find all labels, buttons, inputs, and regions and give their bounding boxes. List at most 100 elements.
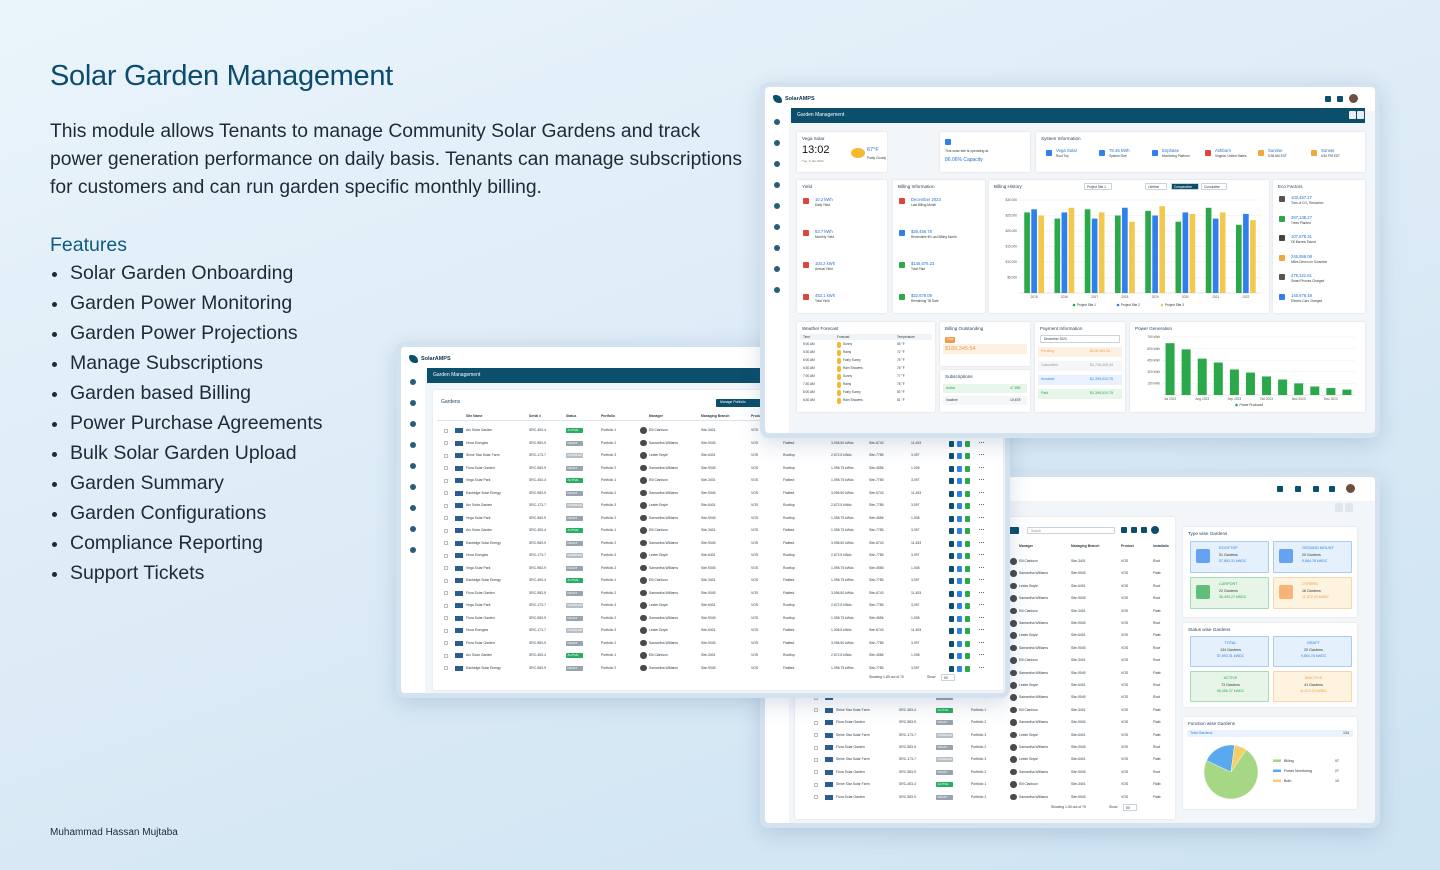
filter-label: Cumulative — [1204, 184, 1220, 189]
cell: Portfolio 3 — [601, 603, 617, 607]
status-badge: DRAFT — [936, 720, 953, 726]
site-thumb — [455, 615, 463, 621]
cell: Arc Solar Garden — [466, 528, 493, 532]
legend-swatch — [1273, 759, 1281, 762]
cell: SRC-983-9 — [529, 615, 546, 620]
status-badge: DRAFT — [936, 794, 953, 800]
filter-label: Project Site 1 — [1087, 184, 1106, 189]
system-value: 78.45 kWh — [1109, 148, 1130, 153]
cell: Lester Boyle — [649, 453, 668, 457]
view-toggle — [1349, 111, 1356, 119]
manager-avatar — [640, 627, 647, 634]
card-title: System Information — [1041, 136, 1081, 141]
icon — [965, 665, 970, 672]
table-head — [800, 334, 932, 340]
cell: Site-3401 — [1071, 658, 1086, 663]
status-label: ACTIVE — [567, 528, 579, 532]
item-label: Last Billing Month — [911, 203, 937, 207]
checkbox — [814, 757, 818, 762]
status-badge: DISABLED — [936, 732, 953, 738]
filter[interactable]: Project Site 1 — [1084, 183, 1112, 190]
cell: 11,453 — [911, 490, 922, 495]
icon — [1258, 150, 1264, 156]
cell: Lester Boyle — [649, 628, 668, 632]
cell: Site-3401 — [701, 478, 716, 482]
column-header: Manager — [1019, 543, 1033, 548]
bar — [1342, 389, 1352, 395]
cell: Site-6743 — [869, 628, 884, 632]
cell: Arc Solar Garden — [466, 653, 493, 657]
avatar — [1349, 94, 1358, 103]
filter[interactable]: Comparative — [1171, 183, 1199, 190]
status-label: DISABLED — [567, 603, 583, 607]
status-label: DISABLED — [937, 757, 953, 762]
month-select[interactable]: December 2023 — [1040, 335, 1120, 343]
checkbox — [444, 591, 448, 595]
cell: Hova Energies — [466, 628, 489, 632]
cell: 1,098.75 kWdc — [831, 615, 854, 620]
item-label: Remaining Till Date — [911, 299, 939, 303]
cell: Site-6743 — [869, 440, 884, 445]
cell: Portfolio 3 — [601, 453, 617, 457]
page-size[interactable]: 50 — [941, 674, 955, 681]
cell: Flora Solar Garden — [466, 640, 495, 645]
filter[interactable]: Cumulative — [1201, 183, 1227, 190]
site-thumb — [825, 732, 833, 738]
weather-cell: 81 °F — [897, 397, 905, 402]
item-value: 145,678.48 — [1291, 292, 1312, 298]
weather-cell: 75 °F — [897, 357, 905, 362]
weather-cell: 76 °F — [897, 365, 905, 370]
power-card: Power Generation 150 kWh 300 kWh 450 kWh 600… — [1130, 322, 1365, 412]
y-tick-label: 750 kWh — [1147, 335, 1160, 339]
status-badge: ACTIVE — [566, 428, 583, 433]
cell: Site-6401 — [1071, 583, 1086, 588]
column-header: Temperature — [897, 334, 915, 339]
checkbox — [444, 553, 448, 558]
icon — [949, 528, 954, 534]
icon — [774, 287, 780, 293]
bar — [1068, 207, 1075, 293]
cell: Roof — [1153, 658, 1161, 663]
row-menu — [979, 566, 984, 569]
cell: VOS — [1121, 707, 1129, 712]
cell: Shine Star Solar Farm — [836, 707, 870, 712]
search-box[interactable]: Search — [1027, 527, 1115, 534]
billing-history-card: Billing History Project Site 1 Lifetime Com… — [989, 180, 1269, 313]
y-tick-label: 150 kWh — [1147, 382, 1160, 386]
checkbox — [444, 666, 448, 670]
icon — [803, 230, 809, 236]
item-label: Tons of CO₂ Reduction — [1291, 201, 1324, 205]
cell: VOS — [1121, 633, 1129, 638]
avatar — [1346, 484, 1355, 493]
filter[interactable]: Lifetime — [1145, 183, 1167, 190]
item-label: Daily Yield — [815, 203, 830, 207]
item-value: $28,456.78 — [911, 229, 932, 234]
icon — [957, 528, 962, 534]
checkbox — [444, 491, 448, 495]
status-badge: ACTIVE — [936, 782, 953, 788]
weather-cell: Rain Showers — [843, 397, 863, 402]
bullet — [52, 392, 57, 397]
type-card: Type wise Gardens ROOFTOP 51 Gardens 57,893… — [1183, 527, 1357, 617]
cell: Site-9045 — [1071, 670, 1086, 675]
cell: Site-7785 — [869, 528, 884, 532]
page-size[interactable]: 50 — [1123, 804, 1137, 811]
cell: Portfolio 2 — [601, 540, 617, 545]
cell: Site-6401 — [701, 603, 716, 607]
x-tick-label: 2020 — [1182, 295, 1189, 299]
site-thumb — [825, 720, 833, 726]
cell: SRC-453-4 — [899, 707, 916, 712]
site-thumb — [455, 440, 463, 446]
manager-avatar — [640, 664, 647, 671]
bar — [1061, 212, 1068, 293]
cell: Rooftop — [783, 453, 795, 457]
manage-portfolio-button[interactable]: Manage Portfolio — [716, 399, 764, 407]
icon — [899, 198, 905, 204]
x-tick-label: Aug 2023 — [1195, 397, 1209, 401]
manager-avatar — [1010, 582, 1017, 590]
function-card: Function wise Gardens Total Gardens 134 Bil… — [1183, 717, 1357, 809]
icon — [1141, 527, 1147, 533]
icon — [837, 374, 841, 380]
cell: Samantha Williams — [649, 490, 679, 495]
icon — [965, 590, 970, 597]
